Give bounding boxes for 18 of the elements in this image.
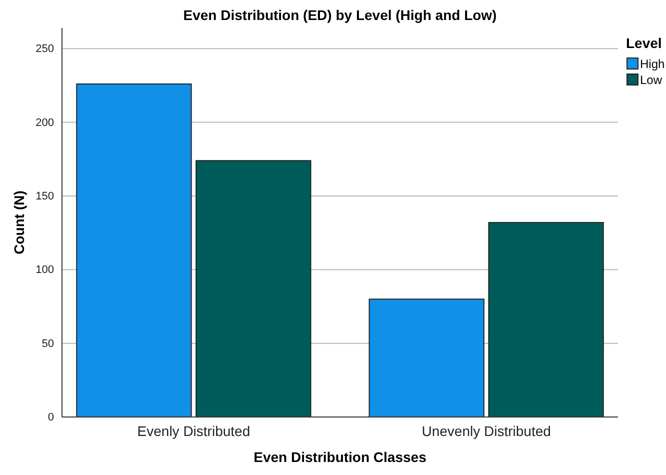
- legend-title: Level: [626, 35, 662, 51]
- y-tick-label: 50: [42, 338, 54, 350]
- y-tick-label: 0: [48, 412, 54, 424]
- y-axis-title: Count (N): [11, 190, 27, 254]
- legend-label: Low: [640, 73, 662, 87]
- bar: [76, 83, 192, 418]
- x-tick-label: Unevenly Distributed: [422, 422, 551, 439]
- y-tick-label: 250: [36, 43, 54, 56]
- x-tick-label: Evenly Distributed: [137, 422, 250, 439]
- legend-label: High: [640, 57, 665, 71]
- bar: [196, 160, 312, 418]
- y-tick-label: 200: [36, 116, 54, 129]
- y-tick-label: 150: [36, 190, 54, 202]
- x-axis-title: Even Distribution Classes: [254, 449, 427, 465]
- bar: [488, 222, 604, 418]
- bar: [368, 298, 484, 418]
- y-tick-label: 100: [36, 264, 54, 276]
- chart-title: Even Distribution (ED) by Level (High and Low): [183, 7, 497, 23]
